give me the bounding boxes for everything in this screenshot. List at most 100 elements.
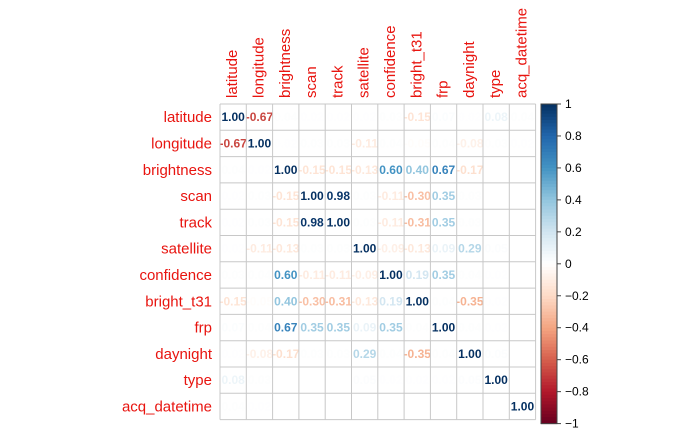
colorbar-segment: [541, 385, 557, 389]
cell-value-brightness-brightness: 1.00: [274, 163, 298, 177]
colorbar-segment: [541, 110, 557, 115]
cell-value-daynight-longitude: -0.08: [246, 347, 274, 361]
colorbar-segment: [541, 123, 557, 127]
cell-value-confidence-track: -0.11: [325, 268, 352, 282]
cell-value-confidence-confidence: 1.00: [379, 268, 403, 282]
colorbar-segment: [541, 398, 557, 402]
colorbar-segment: [541, 295, 557, 300]
colorbar-tick-label: 0.8: [565, 129, 582, 143]
row-label-brightness: brightness: [143, 162, 212, 179]
colorbar-segment: [541, 187, 557, 191]
cell-value-satellite-track: 0.03: [327, 242, 351, 256]
colorbar-segment: [541, 104, 557, 108]
colorbar-segment: [541, 308, 557, 313]
colorbar-segment: [541, 410, 557, 415]
cell-value-bright-t31-brightness: 0.40: [274, 294, 298, 308]
colorbar-segment: [541, 266, 557, 271]
cell-value-track-type: 0.00: [484, 215, 508, 229]
cell-value-confidence-scan: -0.11: [299, 268, 326, 282]
cell-value-longitude-daynight: -0.08: [456, 136, 484, 150]
row-label-confidence: confidence: [139, 267, 212, 284]
colorbar-segment: [541, 356, 557, 361]
colorbar-segment: [541, 353, 557, 357]
cell-value-track-brightness: -0.15: [272, 215, 300, 229]
cell-value-latitude-longitude: -0.67: [246, 110, 274, 124]
colorbar-segment: [541, 196, 557, 201]
cell-value-latitude-brightness: 0.04: [274, 110, 298, 124]
colorbar-segment: [541, 206, 557, 210]
column-label-track: track: [329, 65, 346, 98]
cell-value-type-brightness: 0.00: [274, 373, 298, 387]
cell-value-latitude-confidence: 0.03: [379, 110, 403, 124]
cell-value-daynight-track: 0.03: [327, 347, 351, 361]
colorbar-segment: [541, 132, 557, 137]
cell-value-track-acq-datetime: 0.00: [511, 215, 535, 229]
colorbar-segment: [541, 215, 557, 220]
cell-value-latitude-type: 0.08: [484, 110, 508, 124]
colorbar-segment: [541, 260, 557, 265]
cell-value-acq-datetime-bright-t31: 0.00: [406, 399, 430, 413]
cell-value-confidence-acq-datetime: 0.00: [511, 268, 535, 282]
cell-value-satellite-satellite: 1.00: [353, 242, 377, 256]
colorbar-segment: [541, 145, 557, 150]
colorbar-segment: [541, 289, 557, 294]
colorbar-segment: [541, 334, 557, 338]
colorbar-segment: [541, 126, 557, 131]
column-label-acq-datetime: acq_datetime: [513, 8, 530, 98]
colorbar-segment: [541, 238, 557, 242]
cell-value-frp-bright-t31: 0.04: [406, 321, 430, 335]
cell-value-longitude-acq-datetime: 0.02: [511, 136, 535, 150]
column-label-bright-t31: bright_t31: [408, 31, 425, 98]
cell-value-type-longitude: 0.03: [248, 373, 272, 387]
cell-value-brightness-bright-t31: 0.40: [406, 163, 430, 177]
cell-value-brightness-type: 0.00: [484, 163, 508, 177]
colorbar-tick-label: 0.4: [565, 193, 582, 207]
cell-value-bright-t31-scan: -0.30: [298, 294, 326, 308]
cell-value-brightness-daynight: -0.17: [456, 163, 484, 177]
cell-value-daynight-frp: 0.04: [432, 347, 456, 361]
colorbar-segment: [541, 286, 557, 290]
cell-value-satellite-latitude: 0.02: [221, 242, 245, 256]
colorbar-segment: [541, 311, 557, 316]
cell-value-longitude-frp: 0.04: [432, 136, 456, 150]
colorbar-segment: [541, 314, 557, 319]
colorbar-segment: [541, 222, 557, 226]
cell-value-confidence-latitude: 0.03: [221, 268, 245, 282]
colorbar-segment: [541, 340, 557, 345]
cell-value-type-latitude: 0.08: [221, 373, 245, 387]
cell-value-frp-daynight: 0.04: [458, 321, 482, 335]
cell-value-latitude-daynight: 0.02: [458, 110, 482, 124]
cell-value-bright-t31-bright-t31: 1.00: [406, 294, 430, 308]
colorbar-segment: [541, 199, 557, 204]
cell-value-bright-t31-frp: 0.04: [432, 294, 456, 308]
colorbar-segment: [541, 321, 557, 326]
cell-value-scan-track: 0.98: [327, 189, 351, 203]
cell-value-satellite-acq-datetime: 0.00: [511, 242, 535, 256]
colorbar-segment: [541, 324, 557, 329]
cell-value-longitude-satellite: -0.11: [351, 136, 378, 150]
colorbar-segment: [541, 391, 557, 396]
cell-value-frp-frp: 1.00: [432, 321, 456, 335]
colorbar-segment: [541, 298, 557, 303]
colorbar-segment: [541, 142, 557, 147]
cell-value-latitude-track: 0.02: [327, 110, 351, 124]
matrix-cells: 1.00 -0.67 0.04 0.02 0.02 0.02 0.03 -0.15 0.07 0.…: [219, 110, 534, 413]
cell-value-acq-datetime-satellite: 0.00: [353, 399, 377, 413]
column-labels: latitude longitude brightness scan track sate…: [224, 8, 530, 98]
colorbar-segment: [541, 247, 557, 252]
row-label-scan: scan: [180, 188, 212, 205]
cell-value-acq-datetime-scan: 0.00: [300, 399, 324, 413]
cell-value-satellite-bright-t31: -0.13: [404, 242, 432, 256]
colorbar-tick-label: 0.6: [565, 161, 582, 175]
cell-value-frp-scan: 0.35: [300, 321, 324, 335]
cell-value-longitude-latitude: -0.67: [219, 136, 247, 150]
cell-value-brightness-longitude: 0.02: [248, 163, 272, 177]
colorbar-segment: [541, 302, 557, 306]
cell-value-type-scan: 0.00: [300, 373, 324, 387]
cell-value-scan-satellite: 0.03: [353, 189, 377, 203]
colorbar-segment: [541, 244, 557, 249]
cell-value-brightness-scan: -0.15: [298, 163, 326, 177]
colorbar-segment: [541, 276, 557, 281]
cell-value-acq-datetime-latitude: 0.04: [221, 399, 245, 413]
